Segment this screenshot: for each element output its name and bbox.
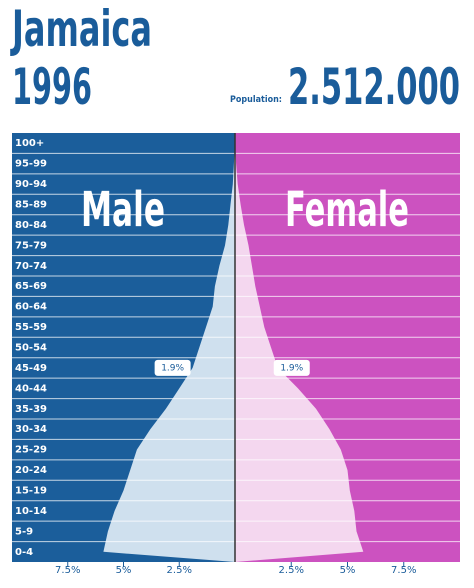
x-tick-label: 7.5% xyxy=(55,565,80,576)
value-label: 1.9% xyxy=(161,363,184,373)
age-label: 70-74 xyxy=(15,261,47,272)
value-label-box xyxy=(273,359,310,376)
age-label: 45-49 xyxy=(15,363,47,374)
x-tick-label: 5% xyxy=(116,565,132,576)
value-label: 1.9% xyxy=(280,363,303,373)
age-label: 40-44 xyxy=(15,383,47,394)
age-label: 15-19 xyxy=(15,486,47,497)
age-label: 75-79 xyxy=(15,240,47,251)
age-label: 35-39 xyxy=(15,404,47,415)
age-label: 95-99 xyxy=(15,159,47,170)
age-label: 85-89 xyxy=(15,200,47,211)
age-label: 50-54 xyxy=(15,343,47,354)
population-label: Population: xyxy=(230,95,282,105)
age-label: 5-9 xyxy=(15,526,33,537)
age-label: 65-69 xyxy=(15,281,47,292)
x-tick-label: 5% xyxy=(340,565,356,576)
value-label-box xyxy=(154,359,191,376)
series-label: Female xyxy=(285,182,409,238)
male-area xyxy=(103,133,236,562)
age-label: 80-84 xyxy=(15,220,47,231)
population-value: 2.512.000 xyxy=(288,58,460,116)
age-label: 90-94 xyxy=(15,179,47,190)
x-tick-label: 2.5% xyxy=(167,565,192,576)
female-area xyxy=(235,133,364,562)
age-label: 30-34 xyxy=(15,424,47,435)
x-tick-label: 7.5% xyxy=(391,565,416,576)
age-label: 10-14 xyxy=(15,506,47,517)
subtitle: 1996 xyxy=(12,58,92,116)
x-tick-label: 2.5% xyxy=(279,565,304,576)
age-label: 25-29 xyxy=(15,445,47,456)
title: Jamaica xyxy=(10,0,152,58)
age-label: 20-24 xyxy=(15,465,47,476)
age-label: 100+ xyxy=(15,138,44,149)
age-label: 0-4 xyxy=(15,547,33,558)
series-label: Male xyxy=(81,182,165,238)
age-label: 55-59 xyxy=(15,322,47,333)
age-label: 60-64 xyxy=(15,302,47,313)
